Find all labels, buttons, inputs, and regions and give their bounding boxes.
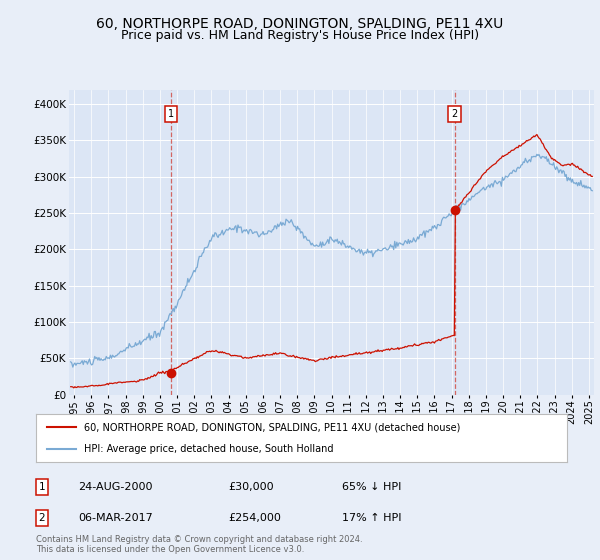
Text: HPI: Average price, detached house, South Holland: HPI: Average price, detached house, Sout… xyxy=(84,444,333,454)
Text: 2: 2 xyxy=(451,109,458,119)
Text: 1: 1 xyxy=(168,109,174,119)
Text: 1: 1 xyxy=(38,482,46,492)
Text: This data is licensed under the Open Government Licence v3.0.: This data is licensed under the Open Gov… xyxy=(36,545,304,554)
Text: 60, NORTHORPE ROAD, DONINGTON, SPALDING, PE11 4XU (detached house): 60, NORTHORPE ROAD, DONINGTON, SPALDING,… xyxy=(84,422,460,432)
Text: 60, NORTHORPE ROAD, DONINGTON, SPALDING, PE11 4XU: 60, NORTHORPE ROAD, DONINGTON, SPALDING,… xyxy=(97,17,503,31)
Text: Price paid vs. HM Land Registry's House Price Index (HPI): Price paid vs. HM Land Registry's House … xyxy=(121,29,479,42)
Text: 06-MAR-2017: 06-MAR-2017 xyxy=(78,513,153,523)
Text: Contains HM Land Registry data © Crown copyright and database right 2024.: Contains HM Land Registry data © Crown c… xyxy=(36,535,362,544)
Text: 24-AUG-2000: 24-AUG-2000 xyxy=(78,482,152,492)
Text: 2: 2 xyxy=(38,513,46,523)
Text: £254,000: £254,000 xyxy=(228,513,281,523)
Text: £30,000: £30,000 xyxy=(228,482,274,492)
Text: 17% ↑ HPI: 17% ↑ HPI xyxy=(342,513,401,523)
Text: 65% ↓ HPI: 65% ↓ HPI xyxy=(342,482,401,492)
